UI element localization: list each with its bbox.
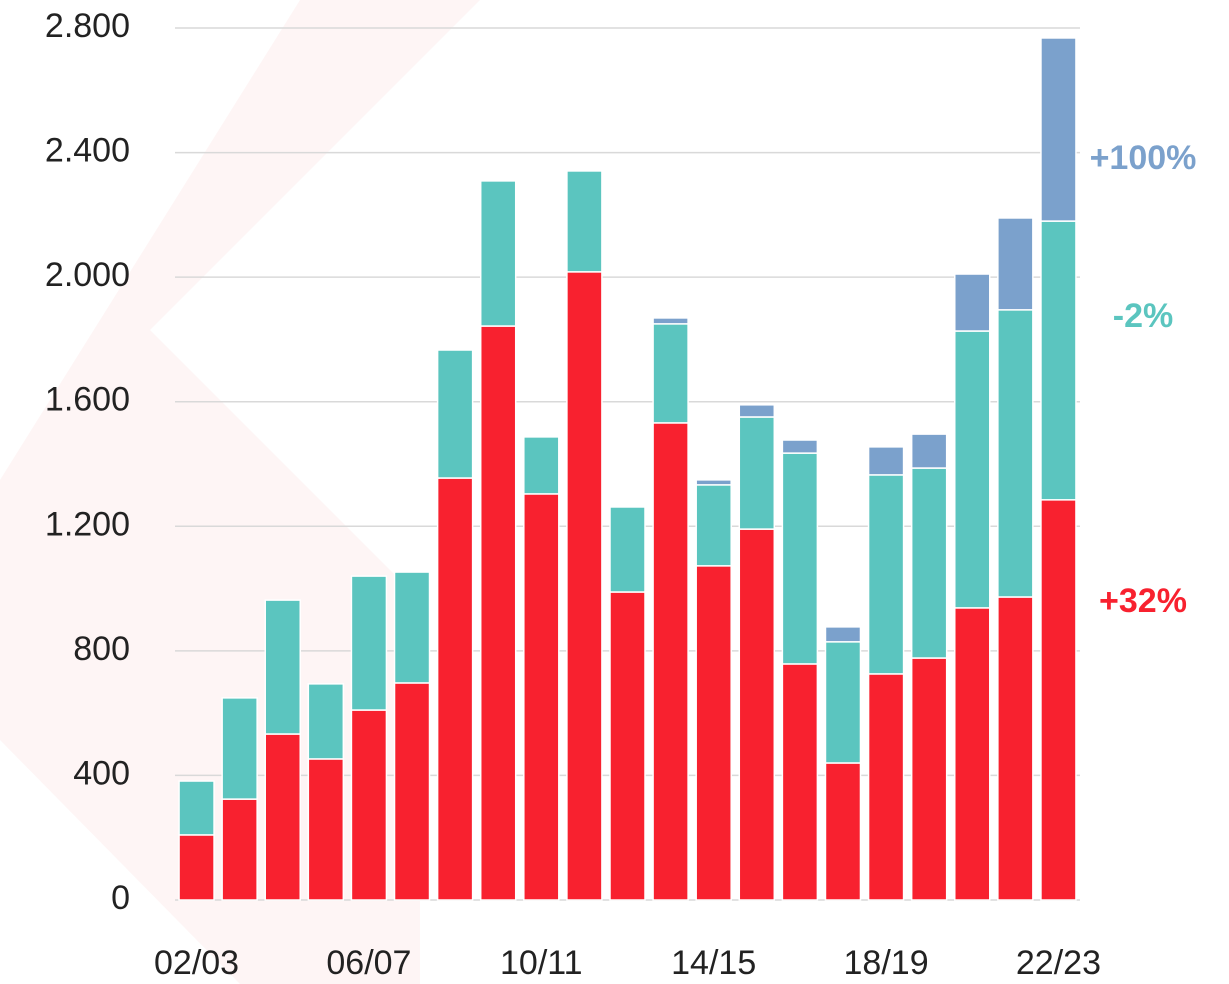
bar-segment xyxy=(997,309,1034,598)
bar-segment xyxy=(221,798,258,901)
bar-segment xyxy=(1040,220,1077,501)
bar-segment xyxy=(264,733,301,901)
y-tick-label: 1.600 xyxy=(45,381,130,419)
bar-segment xyxy=(566,170,603,273)
bar-segment xyxy=(350,575,388,711)
annotation: -2% xyxy=(1113,297,1173,335)
bar-segment xyxy=(695,565,732,901)
bar-segment xyxy=(997,596,1034,901)
bar-segment xyxy=(910,467,948,659)
y-tick-label: 0 xyxy=(111,879,130,917)
bar-segment xyxy=(954,273,991,332)
bar-segment xyxy=(910,657,948,901)
y-tick-label: 800 xyxy=(73,630,130,668)
bar-segment xyxy=(307,683,345,760)
bar-segment xyxy=(867,673,905,901)
bar-segment xyxy=(738,416,776,530)
bar-segment xyxy=(910,433,948,469)
bar-segment xyxy=(954,330,991,609)
y-tick-label: 2.000 xyxy=(45,256,130,294)
bar-segment xyxy=(436,477,474,901)
bar-segment xyxy=(738,528,776,901)
y-tick-label: 2.400 xyxy=(45,132,130,170)
bar-segment xyxy=(781,452,819,665)
bar-segment xyxy=(523,493,560,901)
bar-segment xyxy=(393,682,431,901)
bar-segment xyxy=(436,349,474,479)
bar-segment xyxy=(954,607,991,901)
bar-segment xyxy=(1040,37,1077,222)
bar-segment xyxy=(652,422,689,901)
bar-segment xyxy=(824,626,862,643)
bar-segment xyxy=(523,436,560,495)
bar-segment xyxy=(867,446,905,476)
annotation: +100% xyxy=(1090,139,1197,177)
bar-segment xyxy=(997,217,1034,311)
bar-segment xyxy=(781,439,819,454)
bar-segment xyxy=(178,780,215,836)
x-tick-label: 06/07 xyxy=(326,944,411,982)
bar-segment xyxy=(824,762,862,901)
bar-segment xyxy=(609,506,646,593)
bar-segment xyxy=(609,591,646,901)
bar-segment xyxy=(264,599,301,735)
bar-segment xyxy=(350,709,388,901)
bar-segment xyxy=(781,663,819,901)
bar-segment xyxy=(221,697,258,800)
bar-segment xyxy=(393,571,431,684)
bar-segment xyxy=(652,323,689,424)
bar-segment xyxy=(652,317,689,325)
bar-segment xyxy=(824,641,862,764)
x-tick-label: 02/03 xyxy=(154,944,239,982)
x-tick-label: 22/23 xyxy=(1016,944,1101,982)
bar-segment xyxy=(1040,499,1077,901)
bar-segment xyxy=(695,479,732,486)
y-tick-label: 2.800 xyxy=(45,7,130,45)
bar-segment xyxy=(738,404,776,418)
bar-segment xyxy=(479,325,517,901)
bar-segment xyxy=(479,180,517,327)
bar-segment xyxy=(178,834,215,901)
bar-segment xyxy=(695,484,732,567)
bar-segment xyxy=(566,271,603,901)
annotation: +32% xyxy=(1099,582,1187,620)
x-tick-label: 10/11 xyxy=(500,944,583,982)
bar-segment xyxy=(867,474,905,675)
y-tick-label: 400 xyxy=(73,754,130,792)
x-tick-label: 18/19 xyxy=(844,944,929,982)
y-tick-label: 1.200 xyxy=(45,505,130,543)
bar-segment xyxy=(307,758,345,901)
x-tick-label: 14/15 xyxy=(671,944,756,982)
